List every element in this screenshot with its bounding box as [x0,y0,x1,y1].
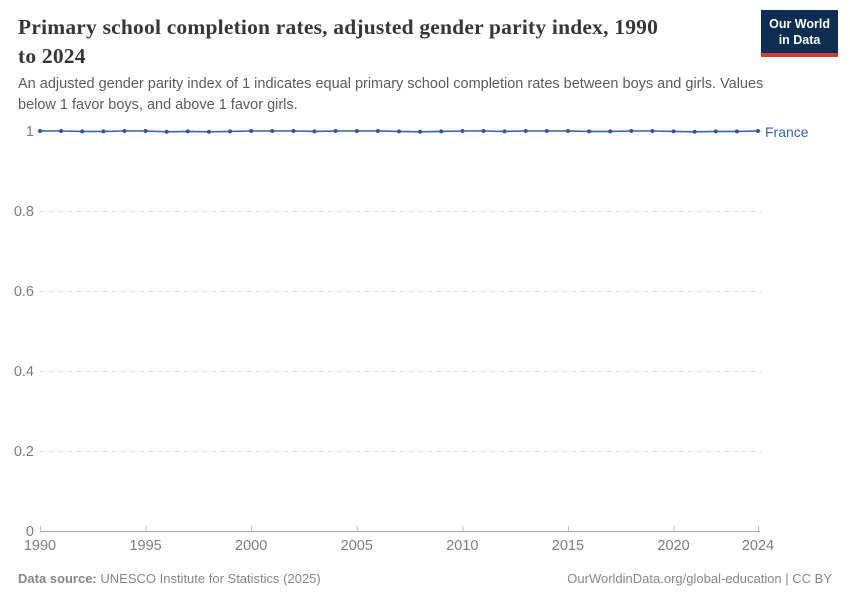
data-point [59,129,64,133]
data-point [502,129,507,134]
data-point [249,129,254,133]
data-point [312,129,317,134]
credit-link[interactable]: OurWorldinData.org/global-education | CC… [567,571,832,586]
data-point [418,129,423,134]
data-point [587,129,592,134]
data-point [671,129,676,134]
data-point [291,129,296,133]
data-point [565,129,570,133]
data-point [481,129,486,133]
data-source-value: UNESCO Institute for Statistics (2025) [100,571,321,586]
x-tick-label: 2015 [552,538,584,554]
data-point [608,129,613,134]
data-source-label: Data source: [18,571,97,586]
data-point [523,129,528,133]
data-point [206,129,211,134]
page-title-line1: Primary school completion rates, adjuste… [18,15,659,39]
data-point [270,129,275,133]
data-point [629,129,634,133]
chart-subtitle-line2: below 1 favor boys, and above 1 favor gi… [18,96,298,113]
data-point [439,129,444,134]
x-tick-label: 2000 [235,538,267,554]
page-title: Primary school completion rates, adjuste… [18,13,758,70]
x-tick-label: 2010 [446,538,478,554]
data-point [375,129,380,133]
data-point [38,129,42,133]
owid-logo[interactable]: Our World in Data [761,10,838,57]
data-source-note: Data source: UNESCO Institute for Statis… [18,571,321,586]
x-tick-label: 1990 [24,538,56,554]
data-point [397,129,401,134]
data-point [734,129,739,134]
y-tick-label: 0.6 [14,284,34,300]
data-point [185,129,190,134]
data-point [228,129,233,134]
y-tick-label: 0 [26,524,34,540]
y-tick-label: 1 [26,124,34,140]
x-tick-label: 2005 [341,538,373,554]
data-point [164,129,169,134]
data-point [354,129,359,133]
x-tick-label: 2020 [657,538,689,554]
data-point [692,129,697,134]
data-point [460,129,465,133]
data-point [333,129,338,133]
x-tick-label: 2024 [742,538,774,554]
chart-subtitle: An adjusted gender parity index of 1 ind… [18,74,808,115]
data-point [143,129,148,133]
chart-subtitle-line1: An adjusted gender parity index of 1 ind… [18,76,764,92]
owid-logo-line1: Our World [769,17,830,31]
data-point [713,129,718,134]
owid-logo-line2: in Data [778,33,821,48]
data-point [544,129,549,133]
page-title-line2: to 2024 [18,43,86,68]
y-tick-label: 0.2 [14,444,34,460]
data-point [756,129,760,133]
y-tick-label: 0.4 [14,364,34,380]
series-label-france: France [765,124,809,140]
data-point [80,129,85,134]
data-point [101,129,106,134]
y-tick-label: 0.8 [14,204,34,220]
data-point [122,129,127,133]
x-tick-label: 1995 [129,538,161,554]
data-point [650,129,655,133]
